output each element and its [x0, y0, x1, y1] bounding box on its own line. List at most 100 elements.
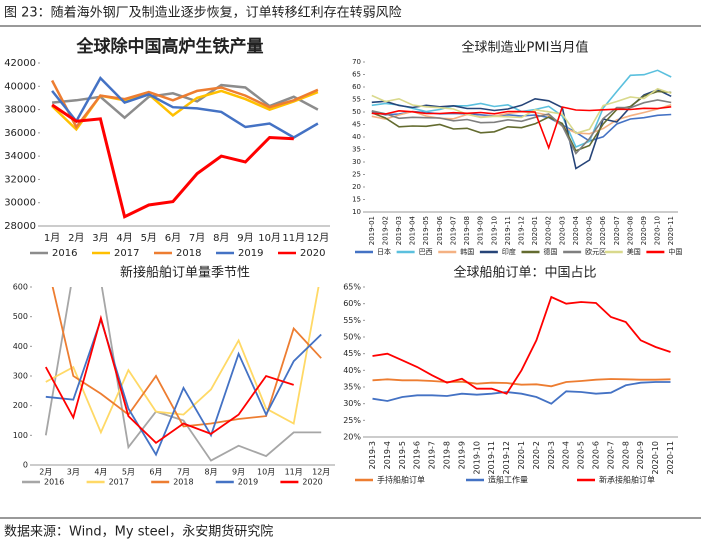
x-tick-label: 2019-5 [398, 441, 407, 469]
x-tick-label: 2020-05 [586, 216, 594, 245]
series-line [50, 79, 319, 130]
series-line [51, 76, 319, 139]
x-tick-label: 12月 [307, 232, 330, 244]
x-tick-label: 3月 [92, 232, 108, 244]
series-line [45, 316, 322, 457]
x-tick-label: 2020-6 [592, 441, 601, 469]
x-tick-label: 2020-01 [531, 216, 539, 245]
x-tick-label: 2020-5 [577, 441, 586, 469]
legend-label: 新承接船舶订单 [599, 475, 655, 485]
x-tick-label: 2020-11 [666, 441, 675, 474]
y-tick-label: 25 [352, 171, 361, 179]
x-tick-label: 2020-06 [599, 215, 607, 245]
x-tick-label: 7月 [177, 468, 190, 477]
y-tick-label: 30000 [4, 198, 36, 209]
series-line [371, 99, 672, 155]
y-tick-label: 40% [343, 366, 361, 375]
y-tick-label: 400 [13, 342, 28, 351]
x-tick-label: 2019-7 [428, 441, 437, 469]
x-tick-label: 2020-4 [562, 441, 571, 469]
x-tick-label: 5月 [141, 232, 157, 244]
y-tick-label: 55% [343, 316, 361, 325]
x-tick-label: 11月 [282, 232, 305, 244]
x-tick-label: 2019-04 [409, 215, 417, 245]
chart-title: 全球制造业PMI当月值 [462, 40, 589, 56]
x-tick-label: 5月 [122, 468, 135, 477]
legend-label: 2020 [300, 248, 325, 259]
chart-title: 全球除中国高炉生铁产量 [76, 36, 264, 57]
y-tick-label: 36000 [4, 128, 36, 139]
y-tick-label: 50% [343, 333, 361, 342]
x-tick-label: 12月 [312, 468, 330, 477]
x-tick-label: 2020-9 [636, 441, 645, 469]
x-tick-label: 2020-7 [606, 441, 615, 469]
y-tick-label: 28000 [4, 221, 36, 232]
x-tick-label: 2020-10 [651, 441, 660, 474]
y-tick-label: 35 [352, 146, 361, 154]
y-tick-label: 45 [352, 121, 361, 129]
x-tick-label: 1月 [44, 232, 60, 244]
legend-label: 2017 [114, 248, 139, 259]
x-tick-label: 9月 [232, 468, 245, 477]
y-tick-label: 55 [352, 96, 361, 104]
y-tick-label: 60 [352, 83, 361, 91]
legend-label: 2017 [109, 478, 129, 487]
y-tick-label: 10 [352, 208, 361, 216]
y-tick-label: 0 [23, 461, 28, 470]
series-line [51, 83, 319, 120]
x-tick-label: 2020-1 [517, 441, 526, 469]
series-line [371, 88, 672, 170]
y-tick-label: 38000 [4, 105, 36, 116]
y-tick-label: 500 [13, 312, 28, 321]
x-tick-label: 2019-11 [487, 441, 496, 474]
x-tick-label: 2020-02 [545, 216, 553, 245]
legend-label: 2016 [52, 248, 77, 259]
legend-label: 美国 [627, 247, 641, 256]
x-tick-label: 10月 [258, 232, 281, 244]
y-tick-label: 70 [352, 58, 361, 66]
x-tick-label: 8月 [204, 468, 217, 477]
x-tick-label: 2019-12 [502, 441, 511, 474]
x-tick-label: 2019-3 [368, 441, 377, 469]
x-tick-label: 2020-8 [621, 441, 630, 469]
legend-label: 欧元区 [585, 247, 606, 256]
x-tick-label: 4月 [116, 232, 132, 244]
legend-label: 日本 [377, 247, 391, 256]
x-tick-label: 2019-12 [518, 216, 526, 245]
series-line [51, 103, 294, 219]
y-tick-label: 20% [343, 433, 361, 442]
x-tick-label: 2020-2 [532, 441, 541, 469]
series-line [45, 314, 294, 444]
legend-label: 2019 [238, 478, 258, 487]
x-tick-label: 11月 [285, 468, 303, 477]
x-tick-label: 2020-09 [640, 216, 648, 245]
x-tick-label: 2019-8 [442, 441, 451, 469]
x-tick-label: 6月 [165, 232, 181, 244]
x-tick-label: 2019-03 [395, 216, 403, 245]
x-tick-label: 2019-09 [477, 216, 485, 245]
y-tick-label: 300 [13, 372, 28, 381]
x-tick-label: 2月 [68, 232, 84, 244]
legend-label: 巴西 [419, 248, 433, 256]
legend-label: 手持船舶订单 [377, 475, 425, 485]
x-tick-label: 3月 [67, 468, 80, 477]
series-line [372, 381, 671, 405]
y-tick-label: 40000 [4, 81, 36, 92]
series-line [372, 378, 671, 388]
legend-label: 2020 [302, 478, 322, 487]
chart-title: 新接船舶订单量季节性 [120, 265, 250, 281]
x-tick-label: 2019-02 [381, 216, 389, 245]
x-tick-label: 2019-07 [449, 216, 457, 245]
footer: 数据来源：Wind，My steel，永安期货研究院 [4, 524, 273, 540]
y-tick-label: 65% [343, 283, 361, 292]
x-tick-label: 2020-11 [667, 216, 675, 245]
x-tick-label: 6月 [149, 468, 162, 477]
x-tick-label: 7月 [189, 232, 205, 244]
y-tick-label: 50 [352, 108, 361, 116]
chart-title: 全球船舶订单：中国占比 [453, 265, 596, 281]
x-tick-label: 2019-08 [463, 216, 471, 245]
y-tick-label: 100 [13, 431, 28, 440]
y-tick-label: 42000 [4, 58, 36, 69]
y-tick-label: 34000 [4, 151, 36, 162]
